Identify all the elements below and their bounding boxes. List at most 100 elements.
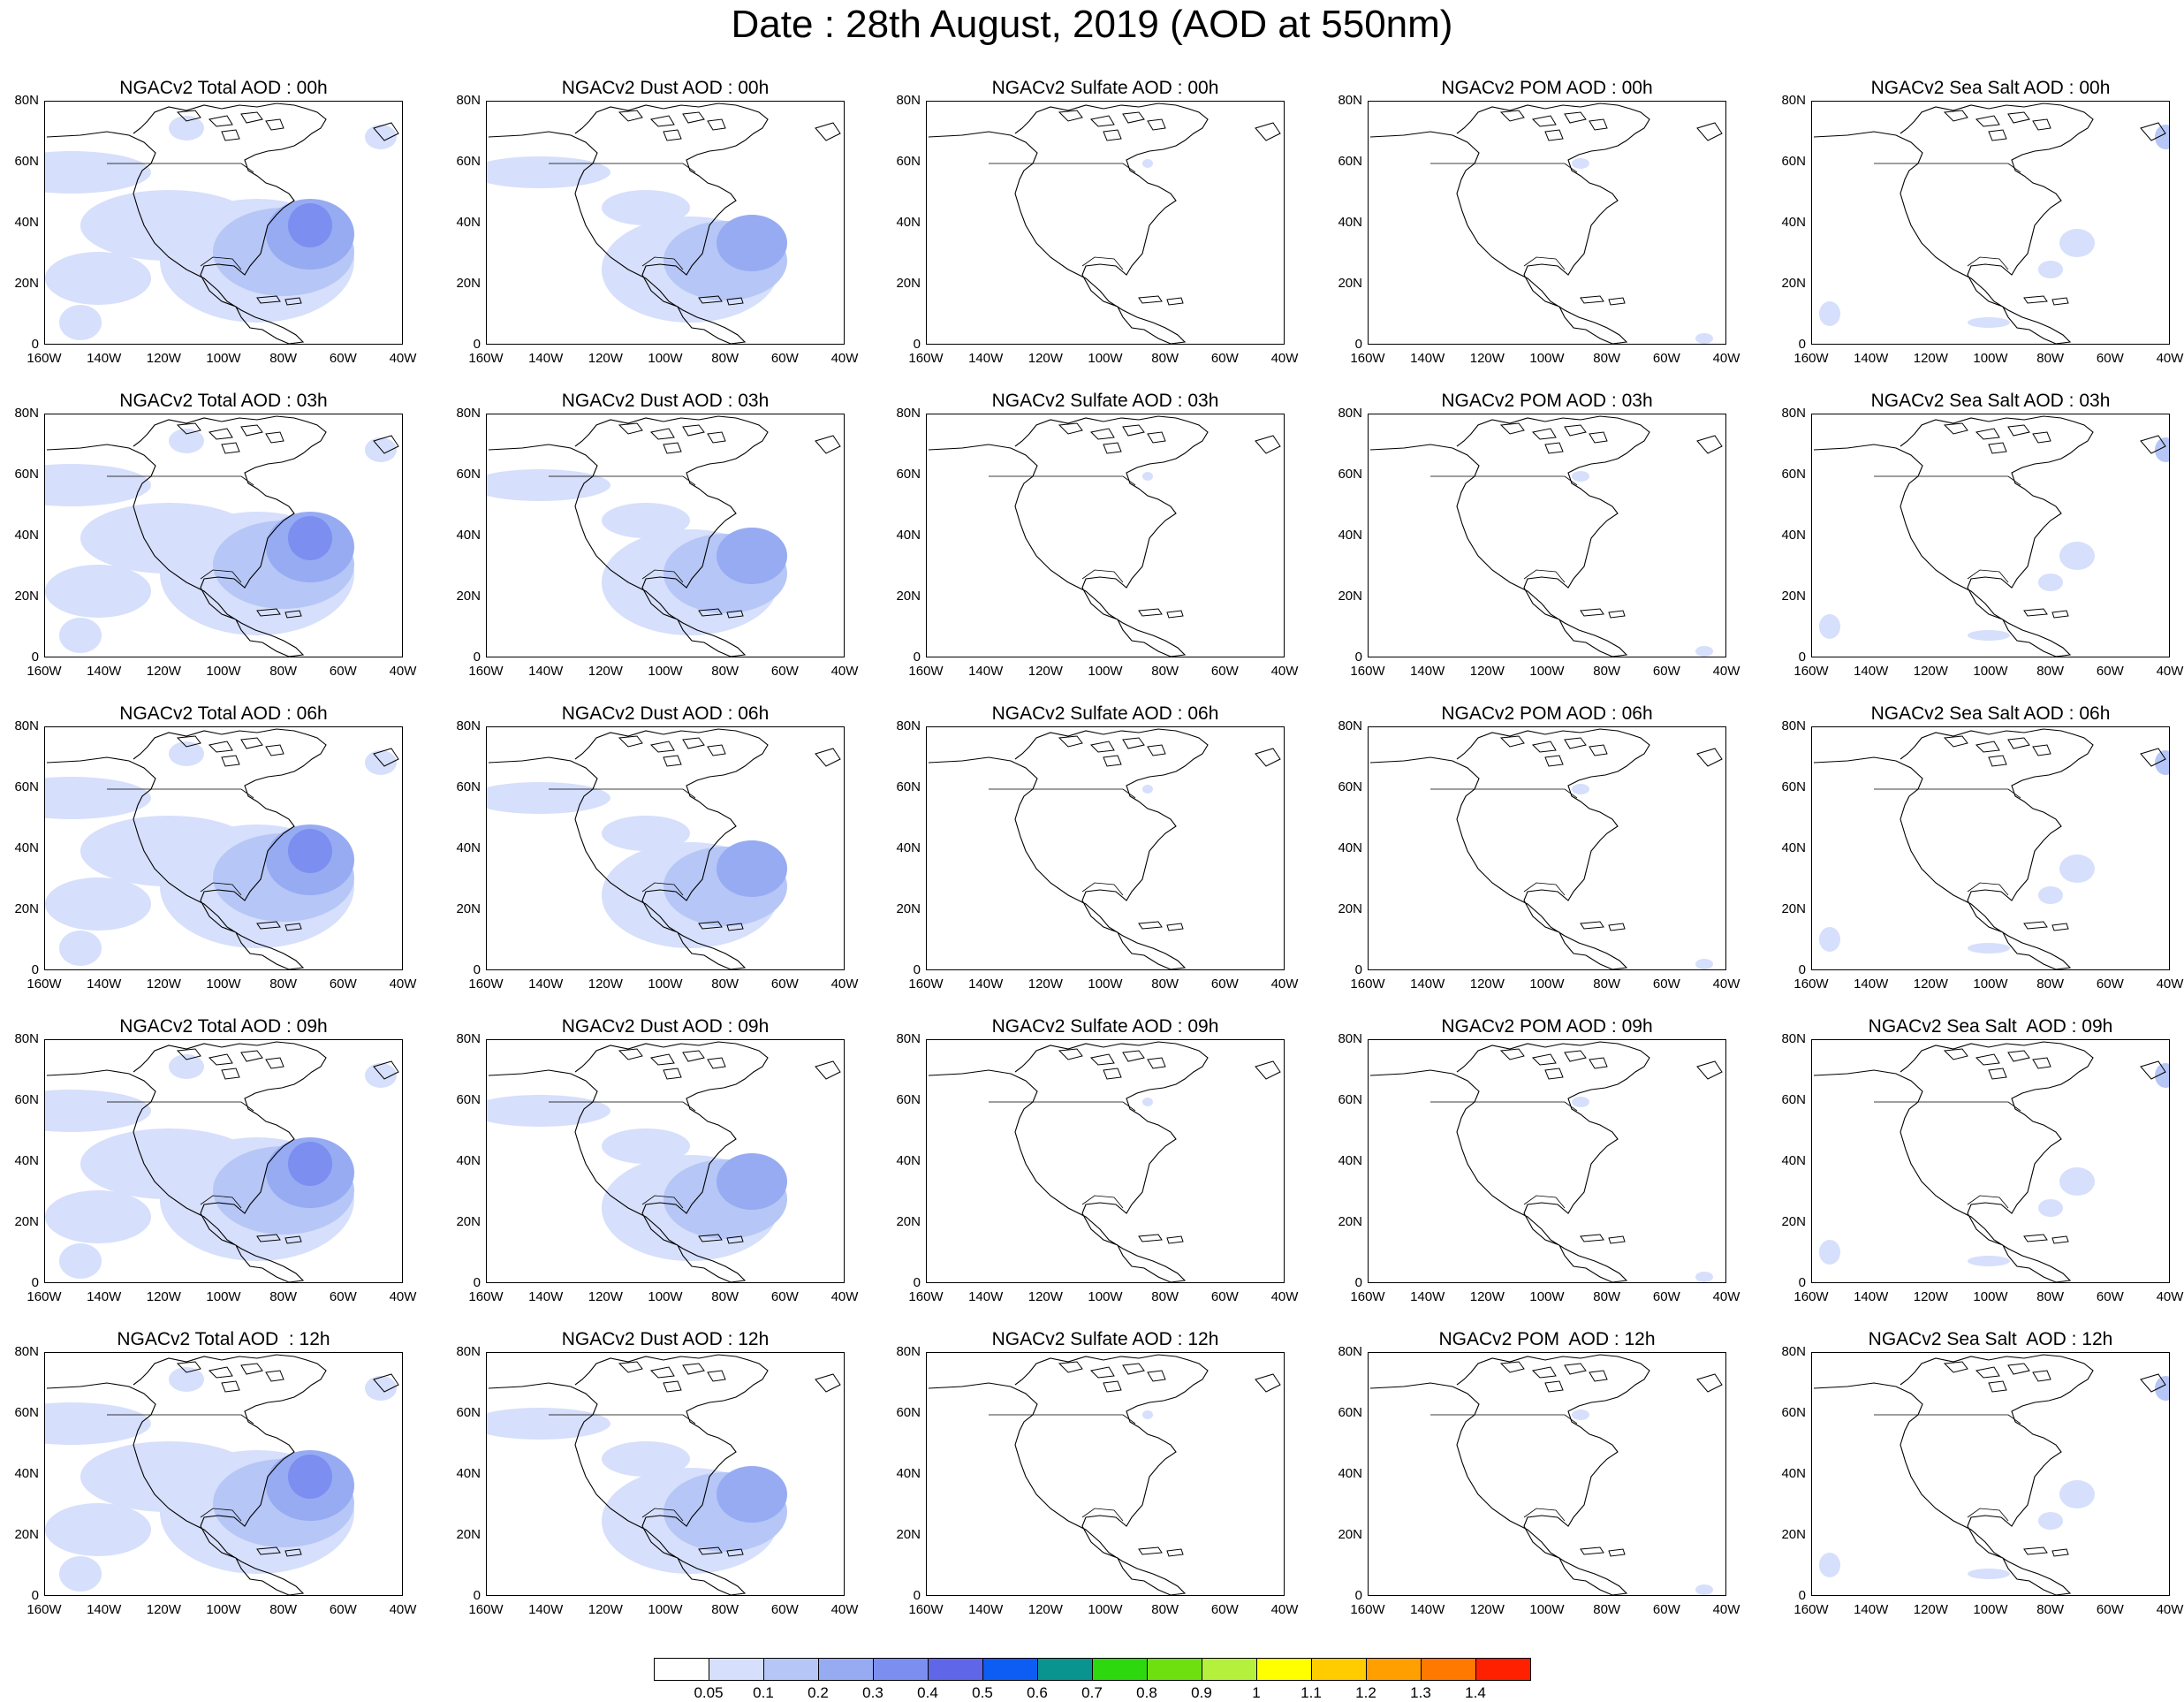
gulf-outline: [1523, 1195, 1566, 1209]
island-outline: [663, 1380, 682, 1393]
lon-tick-label: 60W: [2096, 1289, 2124, 1304]
lon-tick-label: 100W: [206, 1289, 241, 1304]
aod-map: [45, 415, 399, 657]
island-outline: [1166, 1235, 1184, 1244]
panel-title: NGACv2 POM AOD : 00h: [1441, 78, 1653, 98]
island-outline: [1058, 422, 1083, 435]
lon-tick-label: 60W: [1652, 351, 1680, 366]
lon-tick-label: 80W: [269, 351, 298, 366]
country-border: [1430, 788, 1578, 799]
island-outline: [221, 129, 240, 141]
colorbar-tick-label: 1.4: [1465, 1684, 1486, 1701]
aod-patch: [169, 741, 204, 766]
island-outline: [815, 1060, 841, 1080]
lat-tick-label: 0: [1798, 1588, 1806, 1603]
island-outline: [707, 118, 726, 131]
lat-tick-label: 0: [1798, 650, 1806, 665]
lon-tick-label: 100W: [1973, 351, 2008, 366]
island-outline: [682, 111, 705, 124]
island-outline: [1564, 424, 1587, 437]
gulf-outline: [200, 1195, 242, 1209]
lat-tick-label: 20N: [1338, 1214, 1362, 1229]
island-outline: [1988, 129, 2007, 141]
gulf-outline: [1523, 569, 1566, 583]
map-panel: NGACv2 Sea Salt AOD : 03h 80N 60N 40N 20N 0 16…: [1767, 391, 2184, 696]
island-outline: [663, 442, 682, 454]
aod-patch: [717, 1466, 787, 1523]
island-outline: [1975, 115, 2000, 127]
aod-map: [928, 415, 1281, 657]
island-outline: [373, 122, 399, 141]
lon-tick-label: 40W: [389, 1289, 417, 1304]
aod-patch: [288, 203, 332, 247]
coastline: [1369, 415, 1650, 657]
lon-tick-label: 40W: [1712, 1289, 1740, 1304]
lon-tick-label: 160W: [1793, 664, 1829, 679]
lon-tick-label: 140W: [968, 1289, 1004, 1304]
panel-title: NGACv2 Sulfate AOD : 09h: [991, 1016, 1219, 1037]
aod-patch: [2059, 1167, 2095, 1196]
aod-map: [1369, 728, 1723, 969]
lat-tick-label: 20N: [1338, 1527, 1362, 1542]
lat-tick-label: 40N: [14, 840, 39, 855]
lat-tick-label: 20N: [896, 901, 921, 916]
aod-patch: [1968, 630, 2010, 641]
aod-patch: [717, 1153, 787, 1210]
lon-tick-label: 60W: [2096, 664, 2124, 679]
lon-tick-label: 100W: [1529, 351, 1565, 366]
island-outline: [240, 1050, 263, 1062]
island-outline: [1608, 1235, 1626, 1244]
island-outline: [221, 1068, 240, 1080]
lon-tick-label: 160W: [27, 976, 62, 992]
aod-map: [1813, 103, 2169, 344]
panel-title: NGACv2 Total AOD : 03h: [119, 391, 328, 411]
country-border: [549, 163, 696, 173]
lon-tick-label: 80W: [1151, 351, 1179, 366]
lat-tick-label: 80N: [456, 1344, 481, 1359]
gulf-outline: [1081, 569, 1124, 583]
lat-tick-label: 80N: [14, 718, 39, 733]
lat-tick-label: 60N: [14, 1405, 39, 1420]
island-outline: [2032, 431, 2051, 444]
lon-tick-label: 160W: [908, 351, 944, 366]
colorbar-tick-label: 0.1: [753, 1684, 774, 1701]
island-outline: [2023, 1234, 2048, 1242]
lon-tick-label: 160W: [908, 1289, 944, 1304]
aod-patch: [45, 1190, 151, 1243]
island-outline: [1089, 1053, 1115, 1066]
lon-tick-label: 80W: [711, 1289, 739, 1304]
lon-tick-label: 160W: [27, 1289, 62, 1304]
lon-tick-label: 100W: [648, 1289, 683, 1304]
lat-tick-label: 0: [31, 962, 39, 977]
map-frame: [926, 1352, 1285, 1596]
map-panel: NGACv2 Dust AOD : 09h 80N 60N 40N 20N 0 160W 14…: [442, 1016, 883, 1322]
colorbar-swatch: [1256, 1658, 1312, 1681]
island-outline: [1975, 428, 2000, 440]
lon-tick-label: 140W: [1854, 664, 1889, 679]
island-outline: [1103, 442, 1122, 454]
lon-tick-label: 60W: [1210, 976, 1239, 992]
aod-patch: [602, 190, 690, 225]
lon-tick-label: 120W: [1469, 351, 1505, 366]
lat-tick-label: 40N: [896, 1153, 921, 1168]
coastline: [46, 415, 327, 657]
island-outline: [707, 431, 726, 444]
lat-tick-label: 20N: [1781, 901, 1806, 916]
lon-tick-label: 160W: [908, 976, 944, 992]
aod-patch: [487, 469, 610, 501]
gulf-outline: [641, 882, 684, 896]
lon-tick-label: 40W: [389, 976, 417, 992]
aod-patch: [288, 829, 332, 873]
country-border: [1874, 163, 2021, 173]
map-panel: NGACv2 Dust AOD : 03h 80N 60N 40N 20N 0 160W 14…: [442, 391, 883, 696]
lat-tick-label: 60N: [456, 1405, 481, 1420]
lon-tick-label: 60W: [329, 976, 357, 992]
island-outline: [240, 424, 263, 437]
colorbar-swatch: [818, 1658, 874, 1681]
map-panel: NGACv2 Sulfate AOD : 09h 80N 60N 40N 20N 0 160…: [882, 1016, 1323, 1322]
island-outline: [208, 1366, 233, 1379]
island-outline: [1943, 1361, 1968, 1373]
island-outline: [1531, 428, 1557, 440]
lon-tick-label: 100W: [1088, 1289, 1123, 1304]
island-outline: [815, 1373, 841, 1393]
